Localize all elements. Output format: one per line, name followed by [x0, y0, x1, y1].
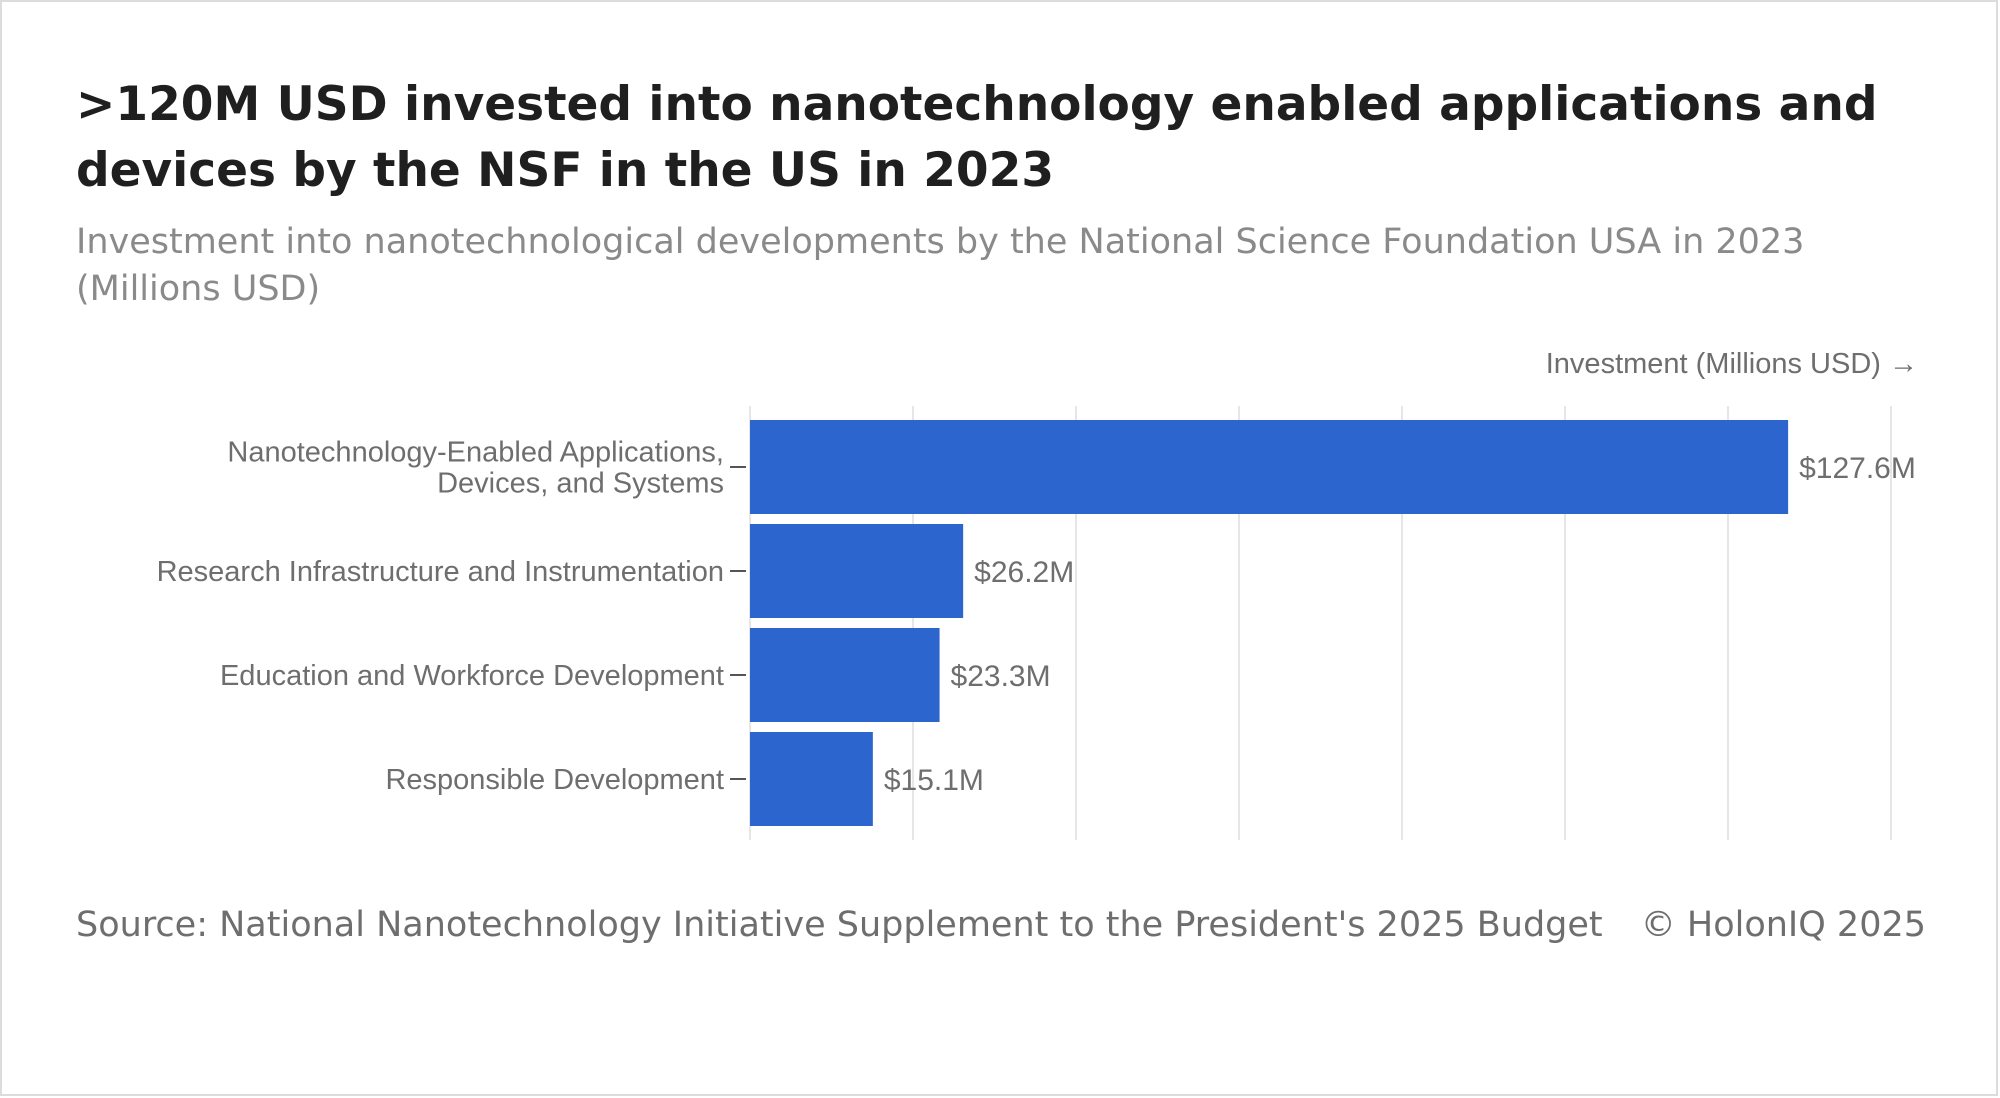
data-label: $26.2M [974, 556, 1074, 589]
category-label: Responsible Development [385, 764, 724, 796]
data-label: $23.3M [951, 660, 1051, 693]
category-label-line: Devices, and Systems [437, 468, 724, 500]
bars [750, 420, 1789, 826]
category-label-line: Research Infrastructure and Instrumentat… [157, 556, 724, 588]
category-labels: Nanotechnology-Enabled Applications, Devi… [157, 437, 746, 796]
source-note: Source: National Nanotechnology Initiati… [76, 905, 1603, 945]
bar [750, 732, 873, 826]
x-axis-label: Investment (Millions USD) → [1545, 348, 1918, 380]
data-label: $127.6M [1799, 452, 1916, 485]
category-label-line: Nanotechnology-Enabled Applications, [227, 437, 724, 469]
chart-subtitle: Investment into nanotechnological develo… [76, 222, 1805, 309]
chart-title: >120M USD invested into nanotechnology e… [76, 77, 1878, 198]
bar [750, 628, 940, 722]
copyright-note: © HolonIQ 2025 [1640, 905, 1926, 945]
data-labels: $127.6M $26.2M $23.3M $15.1M [884, 452, 1916, 797]
category-label: Research Infrastructure and Instrumentat… [157, 556, 724, 588]
bar [750, 524, 964, 618]
category-label-line: Education and Workforce Development [220, 660, 724, 692]
category-label-line: Responsible Development [385, 764, 724, 796]
category-label: Education and Workforce Development [220, 660, 724, 692]
category-label: Nanotechnology-Enabled Applications, Devi… [227, 437, 724, 500]
data-label: $15.1M [884, 764, 984, 797]
bar [750, 420, 1789, 514]
